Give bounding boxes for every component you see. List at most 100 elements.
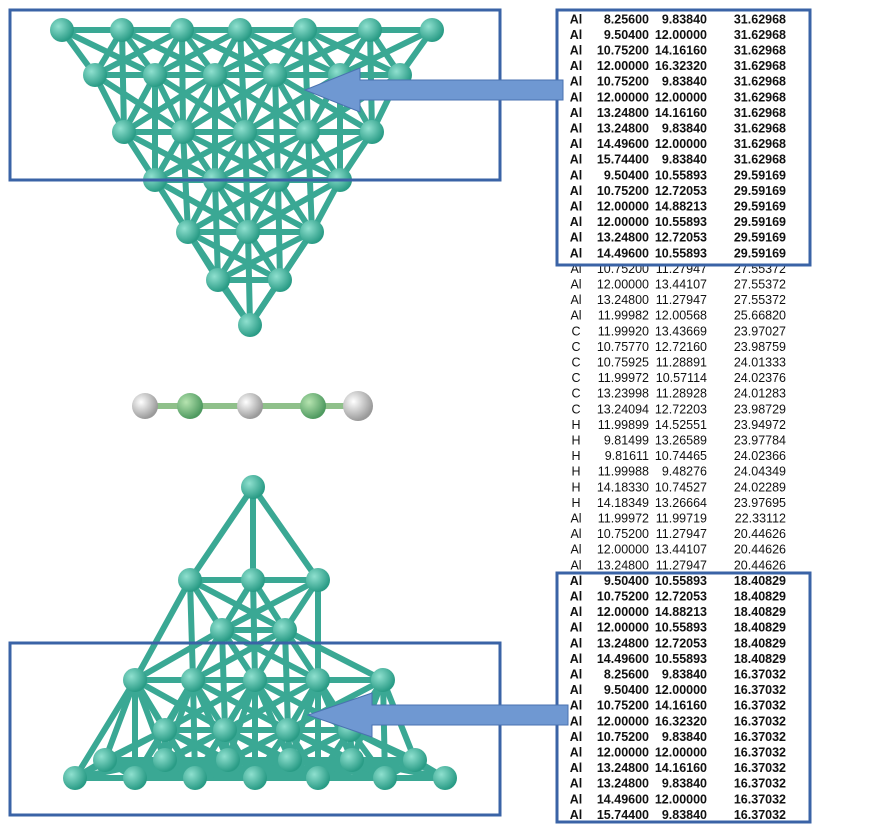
x-coord: 13.23998 — [597, 387, 649, 401]
z-coord: 23.98729 — [734, 402, 786, 416]
x-coord: 12.00000 — [597, 605, 649, 619]
y-coord: 12.00000 — [655, 792, 707, 806]
x-coord: 10.75200 — [597, 589, 649, 603]
y-coord: 11.27947 — [656, 527, 707, 541]
atom — [241, 568, 265, 592]
x-coord: 10.75200 — [597, 43, 649, 57]
element: H — [571, 496, 580, 510]
element: Al — [570, 153, 583, 167]
z-coord: 27.55372 — [734, 277, 786, 291]
bond — [92, 27, 185, 78]
atom — [110, 18, 134, 42]
z-coord: 16.37032 — [734, 714, 786, 728]
element: Al — [570, 199, 583, 213]
x-coord: 14.18349 — [597, 496, 649, 510]
bond — [272, 72, 375, 135]
atom — [243, 766, 267, 790]
bond — [162, 677, 258, 733]
z-coord: 24.02366 — [734, 449, 786, 463]
z-coord: 27.55372 — [734, 293, 786, 307]
atom — [83, 63, 107, 87]
z-coord: 29.59169 — [734, 231, 786, 245]
x-coord: 15.74400 — [597, 808, 649, 822]
y-coord: 11.28891 — [656, 355, 707, 369]
y-coord: 11.99719 — [656, 511, 707, 525]
bond — [132, 677, 168, 763]
bond — [215, 229, 315, 283]
element: Al — [570, 121, 583, 135]
atom — [132, 393, 158, 419]
element: Al — [570, 137, 583, 151]
element: Al — [570, 730, 583, 744]
z-coord: 24.02289 — [734, 480, 786, 494]
y-coord: 13.26589 — [655, 433, 707, 447]
y-coord: 12.72203 — [655, 402, 707, 416]
y-coord: 12.72053 — [655, 636, 707, 650]
bond — [212, 177, 315, 235]
atom — [153, 748, 177, 772]
y-coord: 11.28928 — [656, 387, 707, 401]
atom — [360, 120, 384, 144]
atom — [358, 18, 382, 42]
atom — [268, 268, 292, 292]
y-coord: 9.48276 — [662, 465, 707, 479]
atom — [340, 748, 364, 772]
atom — [210, 618, 234, 642]
atom — [228, 18, 252, 42]
x-coord: 11.99972 — [598, 371, 649, 385]
y-coord: 12.00000 — [655, 28, 707, 42]
y-coord: 12.72053 — [655, 231, 707, 245]
z-coord: 31.62968 — [734, 75, 786, 89]
bond — [179, 27, 186, 135]
element: Al — [570, 106, 583, 120]
element: Al — [570, 293, 581, 307]
element: H — [571, 449, 580, 463]
element: Al — [570, 683, 583, 697]
bond — [212, 72, 311, 135]
bond — [92, 72, 186, 135]
x-coord: 12.00000 — [597, 621, 649, 635]
atom — [112, 120, 136, 144]
atom — [206, 268, 230, 292]
element: Al — [570, 574, 583, 588]
y-coord: 13.26664 — [655, 496, 707, 510]
y-coord: 10.55893 — [655, 215, 707, 229]
z-coord: 23.97027 — [734, 324, 786, 338]
bond — [222, 677, 321, 733]
element: Al — [570, 605, 583, 619]
z-coord: 22.33112 — [735, 511, 786, 525]
y-coord: 9.83840 — [662, 730, 707, 744]
arrow — [303, 67, 564, 113]
element: Al — [570, 90, 583, 104]
x-coord: 13.24800 — [597, 761, 649, 775]
y-coord: 16.32320 — [655, 59, 707, 73]
element: Al — [570, 589, 583, 603]
element: Al — [570, 262, 581, 276]
element: C — [571, 387, 580, 401]
bond — [272, 27, 373, 78]
bond — [132, 627, 225, 683]
y-coord: 9.83840 — [662, 777, 707, 791]
x-coord: 14.49600 — [597, 652, 649, 666]
x-coord: 12.00000 — [597, 199, 649, 213]
y-coord: 9.83840 — [662, 153, 707, 167]
x-coord: 10.75770 — [597, 340, 649, 354]
atom — [241, 475, 265, 499]
z-coord: 16.37032 — [734, 777, 786, 791]
y-coord: 11.27947 — [656, 293, 707, 307]
z-coord: 16.37032 — [734, 792, 786, 806]
x-coord: 12.00000 — [597, 714, 649, 728]
y-coord: 14.88213 — [655, 199, 707, 213]
bond — [275, 129, 375, 183]
x-coord: 10.75200 — [597, 730, 649, 744]
x-coord: 14.49600 — [597, 137, 649, 151]
z-coord: 31.62968 — [734, 137, 786, 151]
element: Al — [570, 777, 583, 791]
element: Al — [570, 652, 583, 666]
x-coord: 9.50400 — [604, 168, 649, 182]
x-coord: 13.24800 — [597, 777, 649, 791]
atom — [243, 668, 267, 692]
highlight-box — [555, 8, 812, 267]
